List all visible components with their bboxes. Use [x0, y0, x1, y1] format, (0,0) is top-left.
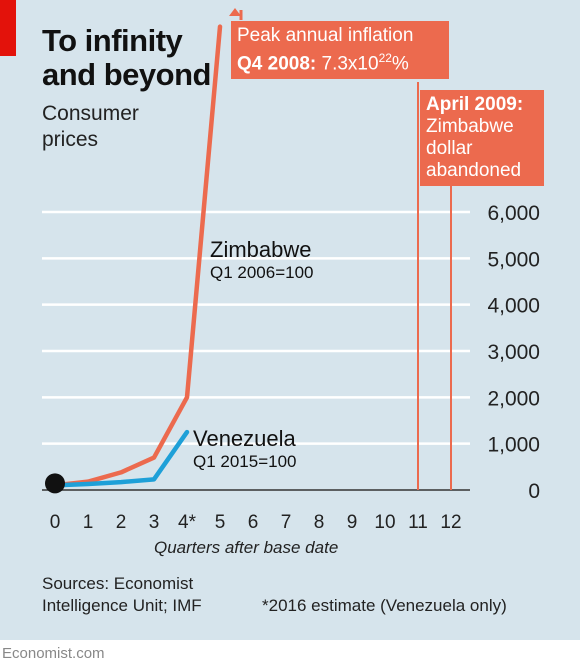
- x-tick-label: 1: [83, 512, 94, 533]
- x-tick-label: 4*: [178, 512, 197, 533]
- x-tick-label: 10: [374, 512, 395, 533]
- peak-callout-line1: Peak annual inflation: [237, 25, 414, 46]
- y-tick-label: 1,000: [487, 434, 540, 457]
- footnote: *2016 estimate (Venezuela only): [262, 596, 507, 615]
- brand-credit: Economist.com: [2, 645, 105, 662]
- y-tick-label: 0: [528, 480, 540, 503]
- april-callout-line3: dollar: [426, 138, 473, 159]
- x-tick-label: 3: [149, 512, 160, 533]
- x-tick-label: 5: [215, 512, 226, 533]
- y-tick-label: 4,000: [487, 295, 540, 318]
- y-tick-label: 2,000: [487, 387, 540, 410]
- x-tick-label: 0: [50, 512, 61, 533]
- zimbabwe-line: [52, 24, 223, 488]
- april-callout-line4: abandoned: [426, 160, 522, 181]
- y-tick-label: 6,000: [487, 202, 540, 225]
- x-tick-label: 12: [440, 512, 461, 533]
- sources-note: Sources: Economist Intelligence Unit; IM…: [42, 574, 202, 615]
- x-tick-label: 11: [408, 512, 428, 533]
- peak-inflation-callout: Peak annual inflation Q4 2008: 7.3x1022%: [231, 21, 449, 80]
- peak-callout-line2: Q4 2008: 7.3x1022%: [237, 51, 409, 75]
- zimbabwe-off-chart-arrow: [229, 8, 241, 16]
- april-callout-line2: Zimbabwe: [426, 116, 514, 137]
- chart-subtitle: Consumer prices: [42, 102, 139, 151]
- april-2009-callout: April 2009: Zimbabwe dollar abandoned: [420, 90, 544, 186]
- x-tick-label: 9: [347, 512, 358, 533]
- x-tick-label: 8: [314, 512, 325, 533]
- venezuela-name: Venezuela: [193, 426, 296, 451]
- chart-title: To infinity and beyond: [42, 23, 211, 92]
- venezuela-line: [52, 429, 190, 488]
- x-tick-label: 6: [248, 512, 259, 533]
- x-axis-title: Quarters after base date: [154, 538, 339, 557]
- brand-tag: [0, 0, 16, 56]
- venezuela-series-label: Venezuela Q1 2015=100: [193, 427, 297, 473]
- y-tick-label: 3,000: [487, 341, 540, 364]
- base-point-marker: [45, 473, 65, 494]
- zimbabwe-name: Zimbabwe: [210, 237, 312, 262]
- zimbabwe-series-label: Zimbabwe Q1 2006=100: [210, 238, 314, 284]
- april-callout-line1: April 2009:: [426, 94, 524, 115]
- zimbabwe-base: Q1 2006=100: [210, 263, 314, 282]
- x-tick-label: 7: [281, 512, 292, 533]
- x-tick-label: 2: [116, 512, 127, 533]
- venezuela-base: Q1 2015=100: [193, 452, 297, 471]
- y-tick-label: 5,000: [487, 248, 540, 271]
- chart-panel: 0 1,000 2,000 3,000 4,000 5,000 6,000 0 1 2 3 4* 5 6 7…: [0, 0, 580, 640]
